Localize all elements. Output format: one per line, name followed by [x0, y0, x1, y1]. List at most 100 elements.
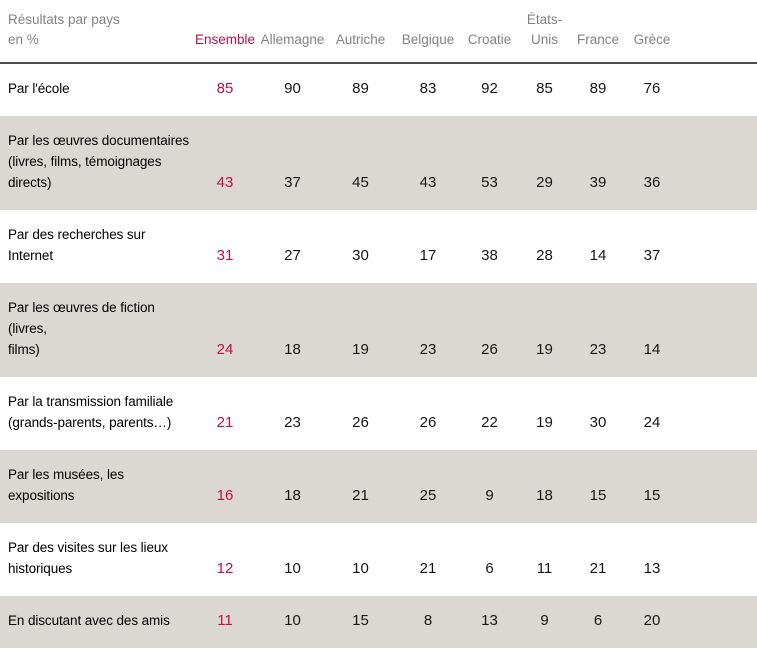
table-row: En discutant avec des amis 11 10 15 8 13 9 6 20	[0, 596, 757, 648]
value-cell: 15	[352, 612, 369, 629]
value-cell: 29	[536, 174, 553, 191]
table-row: Par les œuvres documentaires (livres, fi…	[0, 116, 757, 210]
value-cell: 83	[419, 80, 437, 97]
table-row: Par la transmission familiale (grands-pa…	[0, 377, 757, 450]
value-cell: 13	[643, 560, 661, 577]
value-cell: 20	[643, 612, 661, 629]
value-cell: 53	[481, 174, 498, 191]
row-label: Par les œuvres documentaires (livres, fi…	[8, 133, 190, 190]
value-cell: 90	[284, 80, 301, 97]
value-cell: 10	[284, 612, 301, 629]
value-cell: 15	[643, 487, 661, 504]
column-header-2: Autriche	[326, 0, 395, 64]
value-cell: 38	[481, 247, 498, 264]
table-header: Résultats par pays en % Ensemble Allemagn…	[0, 0, 757, 64]
ensemble-value-cell: 16	[216, 487, 234, 504]
row-label: Par la transmission familiale (grands-pa…	[8, 394, 174, 430]
value-cell: 30	[352, 247, 369, 264]
value-cell: 19	[536, 341, 553, 358]
value-cell: 85	[536, 80, 553, 97]
value-cell: 19	[536, 414, 553, 431]
value-cell: 14	[643, 341, 661, 358]
row-label: Par les œuvres de fiction (livres, films…	[8, 300, 155, 357]
ensemble-value-cell: 24	[216, 341, 234, 358]
row-filler	[679, 63, 757, 116]
table-row: Par des visites sur les lieux historique…	[0, 523, 757, 596]
row-filler	[679, 450, 757, 523]
column-header-ensemble: Ensemble	[191, 0, 259, 64]
value-cell: 10	[284, 560, 301, 577]
value-cell: 9	[540, 612, 549, 629]
table-row: Par des recherches sur Internet 31 27 30 17 3…	[0, 210, 757, 283]
row-filler	[679, 523, 757, 596]
table-row: Par l'école 85 90 89 83 92 85 89 76	[0, 63, 757, 116]
value-cell: 9	[485, 487, 494, 504]
value-cell: 6	[593, 612, 603, 629]
value-cell: 17	[419, 247, 437, 264]
value-cell: 30	[589, 414, 607, 431]
value-cell: 26	[481, 341, 498, 358]
ensemble-value-cell: 12	[216, 560, 234, 577]
value-cell: 25	[419, 487, 437, 504]
value-cell: 27	[284, 247, 301, 264]
ensemble-value-cell: 21	[216, 414, 234, 431]
value-cell: 76	[643, 80, 661, 97]
column-header-5: États- Unis	[518, 0, 571, 64]
value-cell: 10	[352, 560, 369, 577]
value-cell: 89	[589, 80, 607, 97]
header-filler	[679, 0, 757, 64]
row-label: Par des recherches sur Internet	[8, 227, 146, 263]
table-row: Par les musées, les expositions 16 18 21 25 9…	[0, 450, 757, 523]
value-cell: 39	[589, 174, 607, 191]
column-header-3: Belgique	[395, 0, 461, 64]
column-header-4: Croatie	[461, 0, 518, 64]
header-row: Résultats par pays en % Ensemble Allemagn…	[0, 0, 757, 64]
value-cell: 28	[536, 247, 553, 264]
table-title: Résultats par pays en %	[0, 0, 191, 64]
value-cell: 23	[419, 341, 437, 358]
value-cell: 22	[481, 414, 498, 431]
value-cell: 15	[589, 487, 607, 504]
value-cell: 19	[352, 341, 369, 358]
value-cell: 26	[352, 414, 369, 431]
column-header-1: Allemagne	[259, 0, 326, 64]
value-cell: 11	[536, 560, 553, 577]
value-cell: 36	[643, 174, 661, 191]
ensemble-value-cell: 43	[216, 174, 234, 191]
value-cell: 6	[485, 560, 494, 577]
ensemble-value-cell: 85	[216, 80, 234, 97]
value-cell: 23	[284, 414, 301, 431]
row-filler	[679, 596, 757, 648]
value-cell: 89	[352, 80, 369, 97]
value-cell: 21	[589, 560, 607, 577]
value-cell: 37	[643, 247, 661, 264]
value-cell: 18	[284, 487, 301, 504]
table-row: Par les œuvres de fiction (livres, films…	[0, 283, 757, 377]
value-cell: 14	[589, 247, 607, 264]
row-filler	[679, 377, 757, 450]
row-label: Par l'école	[8, 81, 70, 96]
row-label: Par les musées, les expositions	[8, 467, 124, 503]
column-header-7: Grèce	[625, 0, 679, 64]
value-cell: 21	[419, 560, 437, 577]
value-cell: 45	[352, 174, 369, 191]
row-filler	[679, 283, 757, 377]
ensemble-value-cell: 31	[216, 247, 234, 264]
value-cell: 37	[284, 174, 301, 191]
value-cell: 18	[536, 487, 553, 504]
row-label: En discutant avec des amis	[8, 613, 170, 628]
ensemble-value-cell: 11	[217, 612, 233, 629]
row-filler	[679, 116, 757, 210]
value-cell: 23	[589, 341, 607, 358]
value-cell: 26	[419, 414, 437, 431]
value-cell: 92	[481, 80, 498, 97]
value-cell: 24	[643, 414, 661, 431]
row-filler	[679, 210, 757, 283]
value-cell: 43	[419, 174, 437, 191]
value-cell: 21	[352, 487, 369, 504]
table-body: Par l'école 85 90 89 83 92 85 89 76 Par les œuvre…	[0, 63, 757, 651]
column-header-6: France	[571, 0, 625, 64]
row-label: Par des visites sur les lieux historique…	[8, 540, 168, 576]
value-cell: 18	[284, 341, 301, 358]
